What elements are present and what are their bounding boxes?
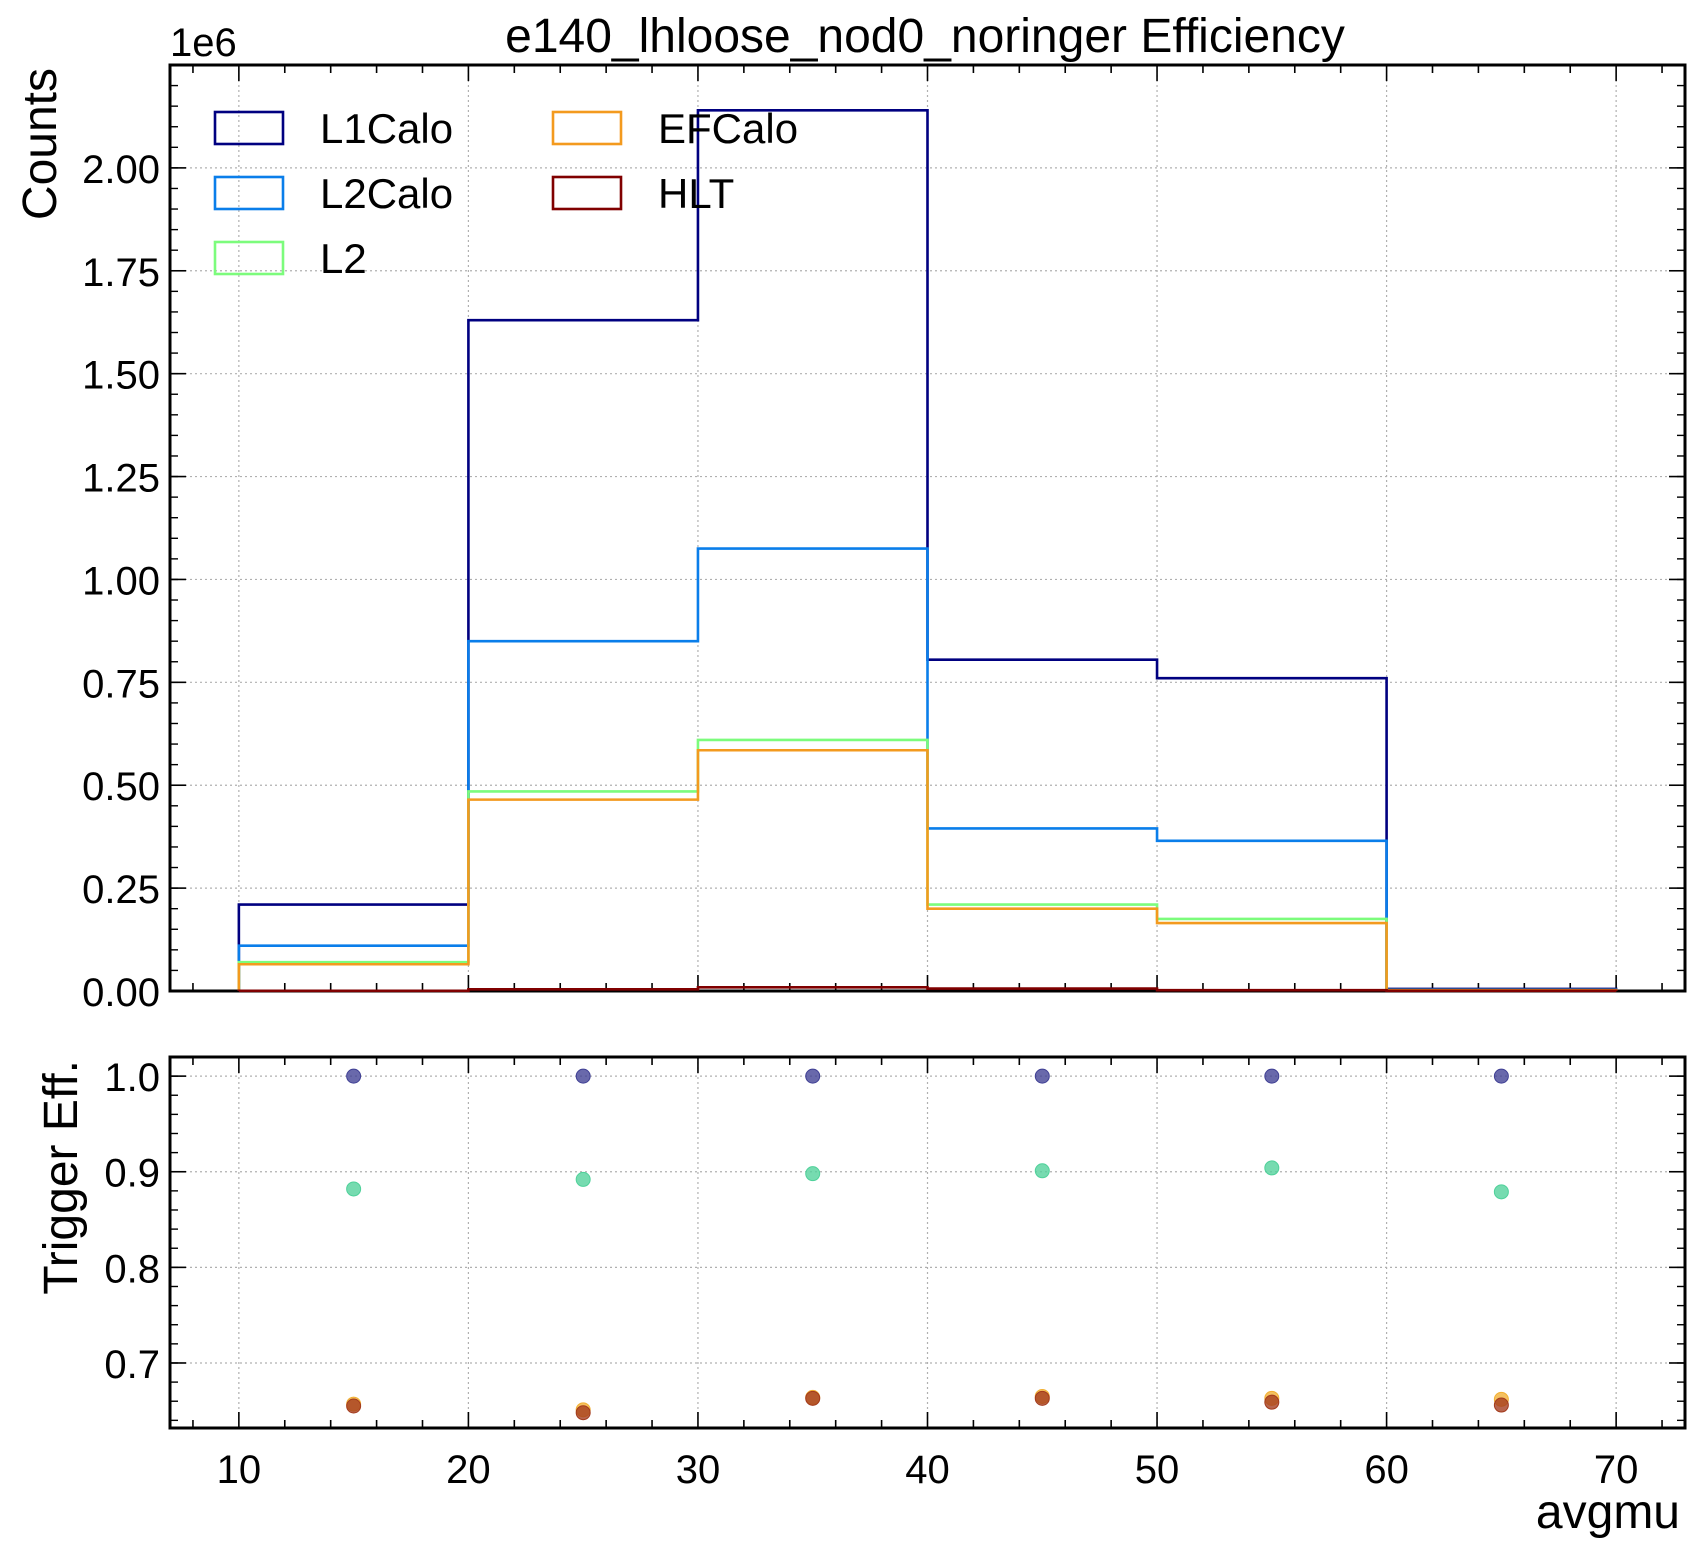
y-tick-label: 1.00: [82, 559, 160, 603]
x-tick-label: 10: [217, 1448, 262, 1492]
legend-swatch-efcalo: [551, 110, 623, 146]
legend-label-l2: L2: [320, 235, 367, 282]
legend-swatch-hlt: [551, 175, 623, 211]
x-tick-label: 70: [1594, 1448, 1639, 1492]
axes-frame: [168, 1055, 1687, 1430]
y-tick-label: 1.25: [82, 457, 160, 501]
legend-label-l2calo: L2Calo: [320, 170, 453, 217]
efficiency-point: [1264, 1160, 1280, 1176]
y-tick-label: 1.75: [82, 251, 160, 295]
efficiency-point: [805, 1068, 821, 1084]
top-panel: 0.00 0.25 0.50 0.75 1.00 1.25 1.50 1.75 2.00 L1Ca…: [82, 63, 1687, 1015]
bottom-y-axis-label: Trigger Eff.: [35, 1060, 88, 1295]
axes-frame: [168, 63, 1687, 993]
hist-step-hlt: [237, 985, 1618, 993]
efficiency-point: [1493, 1184, 1509, 1200]
legend-label-efcalo: EFCalo: [658, 105, 798, 152]
y-tick-label: 0.25: [82, 868, 160, 912]
efficiency-point: [575, 1171, 591, 1187]
efficiency-point: [346, 1068, 362, 1084]
x-tick-label: 30: [676, 1448, 721, 1492]
efficiency-point: [1493, 1397, 1509, 1413]
y-tick-label: 0.9: [104, 1152, 160, 1196]
bottom-panel: 0.7 0.8 0.9 1.0 10 20 30 40 50 60 70: [104, 1055, 1687, 1492]
efficiency-point: [1034, 1068, 1050, 1084]
efficiency-point: [1493, 1068, 1509, 1084]
legend-label-hlt: HLT: [658, 170, 734, 217]
legend-swatch-l2calo: [213, 175, 285, 211]
x-tick-label: 40: [905, 1448, 950, 1492]
y-tick-label: 0.8: [104, 1247, 160, 1291]
efficiency-point: [1034, 1390, 1050, 1406]
y-tick-label: 0.7: [104, 1343, 160, 1387]
efficiency-point: [346, 1181, 362, 1197]
efficiency-point: [1034, 1163, 1050, 1179]
efficiency-point: [346, 1398, 362, 1414]
top-y-axis-label: Counts: [14, 68, 67, 220]
x-tick-label: 50: [1135, 1448, 1180, 1492]
y-tick-label: 0.00: [82, 971, 160, 1015]
y-tick-label: 1.0: [104, 1056, 160, 1100]
y-tick-label: 0.50: [82, 765, 160, 809]
hist-step-efcalo: [237, 748, 1618, 992]
y-tick-label: 0.75: [82, 662, 160, 706]
chart-title: e140_lhloose_nod0_noringer Efficiency: [505, 10, 1345, 63]
efficiency-point: [575, 1068, 591, 1084]
y-tick-label: 2.00: [82, 148, 160, 192]
efficiency-point: [805, 1166, 821, 1182]
efficiency-point: [1264, 1394, 1280, 1410]
y-multiplier-label: 1e6: [170, 21, 237, 65]
y-tick-label: 1.50: [82, 354, 160, 398]
legend-swatch-l1calo: [213, 110, 285, 146]
efficiency-point: [805, 1390, 821, 1406]
x-tick-label: 20: [446, 1448, 491, 1492]
efficiency-point: [575, 1405, 591, 1421]
legend-label-l1calo: L1Calo: [320, 105, 453, 152]
x-axis-label: avgmu: [1536, 1486, 1680, 1539]
x-tick-label: 60: [1364, 1448, 1409, 1492]
efficiency-point: [1264, 1068, 1280, 1084]
legend-swatch-l2: [213, 240, 285, 276]
